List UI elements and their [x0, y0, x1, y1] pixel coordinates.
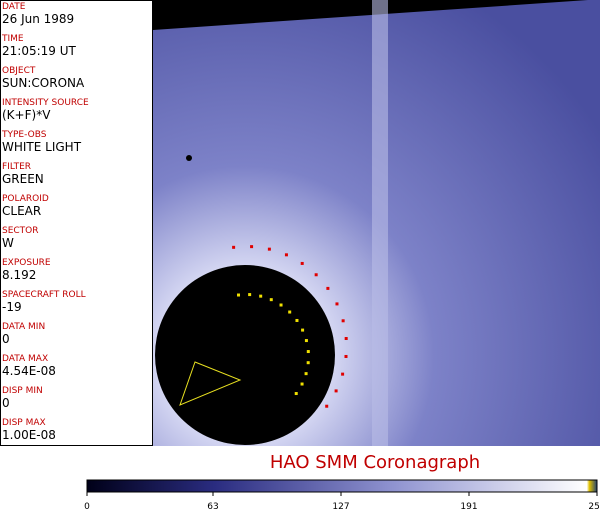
field-value: CLEAR [2, 204, 41, 218]
dot [306, 350, 310, 354]
colorbar-tick-label: 255 [588, 502, 600, 512]
field-label: SPACECRAFT ROLL [2, 290, 86, 300]
field-label: OBJECT [2, 66, 36, 76]
dot [344, 354, 348, 358]
colorbar-tick-label: 63 [207, 502, 218, 512]
dot [269, 298, 273, 302]
dot [267, 247, 271, 251]
field-label: DATE [2, 2, 26, 12]
overlay-dots [232, 245, 348, 408]
field-label: DATA MAX [2, 354, 48, 364]
dot [248, 293, 252, 297]
field-value: -19 [2, 300, 22, 314]
field-value: 0 [2, 332, 10, 346]
field-value: 4.54E-08 [2, 364, 56, 378]
field-label: INTENSITY SOURCE [2, 98, 89, 108]
dot [295, 318, 299, 322]
field-label: DISP MIN [2, 386, 43, 396]
dot [344, 337, 348, 341]
field-value: (K+F)*V [2, 108, 51, 122]
dot [294, 392, 298, 396]
dot [300, 261, 304, 265]
field-value: WHITE LIGHT [2, 140, 82, 154]
dot [284, 253, 288, 257]
dot [301, 328, 305, 332]
field-label: TYPE-OBS [1, 130, 47, 140]
colorbar-tick-label: 191 [460, 502, 477, 512]
dot [306, 361, 310, 365]
colorbar [86, 479, 598, 493]
field-label: DATA MIN [2, 322, 45, 332]
colorbar-tick-label: 0 [84, 502, 90, 512]
dot [341, 319, 345, 323]
colorbar-tick-label: 127 [332, 502, 349, 512]
info-panel [0, 0, 153, 446]
field-value: SUN:CORONA [2, 76, 85, 90]
dot [232, 245, 236, 249]
dot [326, 286, 330, 290]
field-value: 8.192 [2, 268, 36, 282]
dot [259, 294, 263, 298]
dot [304, 339, 308, 343]
field-label: TIME [1, 34, 24, 44]
dot [304, 372, 308, 376]
dot [237, 293, 241, 297]
dot [300, 382, 304, 386]
field-value: 21:05:19 UT [2, 44, 76, 58]
coronagraph-image [153, 0, 600, 446]
field-label: FILTER [2, 162, 31, 172]
dot [288, 310, 292, 314]
dot [250, 245, 254, 249]
dot [314, 273, 318, 277]
dot [334, 389, 338, 393]
field-label: SECTOR [2, 226, 39, 236]
field-label: DISP MAX [2, 418, 46, 428]
field-value: GREEN [2, 172, 44, 186]
field-value: 0 [2, 396, 10, 410]
image-title: HAO SMM Coronagraph [270, 452, 480, 473]
field-value: 1.00E-08 [2, 428, 56, 442]
field-value: 26 Jun 1989 [2, 12, 74, 26]
field-value: W [2, 236, 14, 250]
dot [279, 303, 283, 307]
field-label: EXPOSURE [2, 258, 51, 268]
field-label: POLAROID [2, 194, 49, 204]
dot [335, 302, 339, 306]
dot [341, 372, 345, 376]
dot [325, 404, 329, 408]
